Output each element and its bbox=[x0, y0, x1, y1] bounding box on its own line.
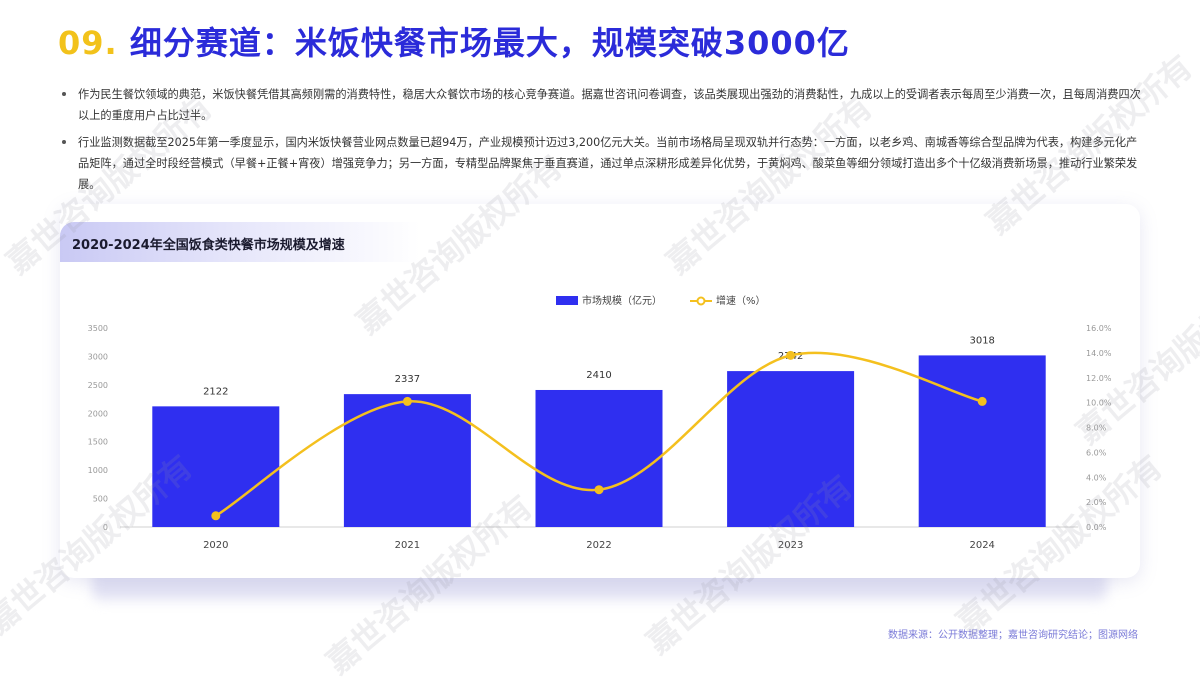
y2-axis-tick-label: 2.0% bbox=[1086, 498, 1107, 507]
page-title: 09. 细分赛道：米饭快餐市场最大，规模突破3000亿 bbox=[58, 18, 850, 64]
y2-axis-tick-label: 4.0% bbox=[1086, 473, 1107, 482]
y-axis-tick-label: 500 bbox=[93, 495, 108, 504]
y-axis-tick-label: 3000 bbox=[88, 352, 108, 361]
y-axis-tick-label: 2500 bbox=[88, 381, 108, 390]
bullet-item: 行业监测数据截至2025年第一季度显示，国内米饭快餐营业网点数量已超94万，产业… bbox=[58, 132, 1144, 195]
y-axis-tick-label: 0 bbox=[103, 523, 108, 532]
chart-card-header: 2020-2024年全国饭食类快餐市场规模及增速 bbox=[60, 222, 420, 262]
bar-data-label: 3018 bbox=[969, 335, 994, 346]
combo-chart: 0 500 1000 1500 2000 2500 3000 3500 0.0% 2.0% 4.0%… bbox=[88, 294, 1112, 551]
growth-point bbox=[977, 396, 987, 406]
y2-axis-tick-label: 6.0% bbox=[1086, 448, 1107, 457]
y-axis-tick-label: 1500 bbox=[88, 438, 108, 447]
growth-point bbox=[594, 485, 604, 495]
data-source: 数据来源：公开数据整理；嘉世咨询研究结论；图源网络 bbox=[888, 630, 1138, 641]
y-axis-tick-label: 3500 bbox=[88, 324, 108, 333]
legend-swatch-marker bbox=[696, 296, 706, 306]
y-axis-tick-label: 1000 bbox=[88, 466, 108, 475]
x-axis-tick-label: 2020 bbox=[203, 540, 228, 551]
legend-label-bar: 市场规模（亿元） bbox=[582, 294, 662, 307]
y2-axis-tick-label: 10.0% bbox=[1086, 399, 1112, 408]
chart-title: 2020-2024年全国饭食类快餐市场规模及增速 bbox=[72, 238, 345, 253]
y2-axis-tick-label: 8.0% bbox=[1086, 424, 1107, 433]
bar bbox=[535, 389, 663, 527]
x-axis-tick-label: 2023 bbox=[778, 540, 803, 551]
y2-axis-tick-label: 0.0% bbox=[1086, 523, 1107, 532]
bar bbox=[152, 406, 280, 527]
bullet-item: 作为民生餐饮领域的典范，米饭快餐凭借其高频刚需的消费特性，稳居大众餐饮市场的核心… bbox=[58, 84, 1144, 126]
bar-data-label: 2122 bbox=[203, 386, 228, 397]
growth-point bbox=[211, 511, 221, 521]
bar-data-label: 2337 bbox=[395, 374, 420, 385]
y-axis-tick-label: 2000 bbox=[88, 409, 108, 418]
legend-label-line: 增速（%） bbox=[716, 294, 766, 307]
section-number: 09. bbox=[58, 24, 118, 62]
bar bbox=[918, 355, 1046, 527]
growth-point bbox=[402, 396, 412, 406]
x-axis-tick-label: 2022 bbox=[586, 540, 611, 551]
x-axis-tick-label: 2021 bbox=[395, 540, 420, 551]
growth-point bbox=[786, 350, 796, 360]
legend-swatch-bar bbox=[556, 296, 578, 305]
bar bbox=[727, 371, 855, 527]
x-axis-tick-label: 2024 bbox=[969, 540, 994, 551]
y2-axis-tick-label: 12.0% bbox=[1086, 374, 1112, 383]
section-title: 细分赛道：米饭快餐市场最大，规模突破3000亿 bbox=[129, 24, 850, 62]
chart-card: 2020-2024年全国饭食类快餐市场规模及增速 0 500 1000 1500 200… bbox=[60, 204, 1140, 578]
bar-data-label: 2410 bbox=[586, 370, 611, 381]
bar bbox=[343, 394, 471, 527]
y2-axis-tick-label: 16.0% bbox=[1086, 324, 1112, 333]
y2-axis-tick-label: 14.0% bbox=[1086, 349, 1112, 358]
bullet-list: 作为民生餐饮领域的典范，米饭快餐凭借其高频刚需的消费特性，稳居大众餐饮市场的核心… bbox=[58, 84, 1144, 201]
